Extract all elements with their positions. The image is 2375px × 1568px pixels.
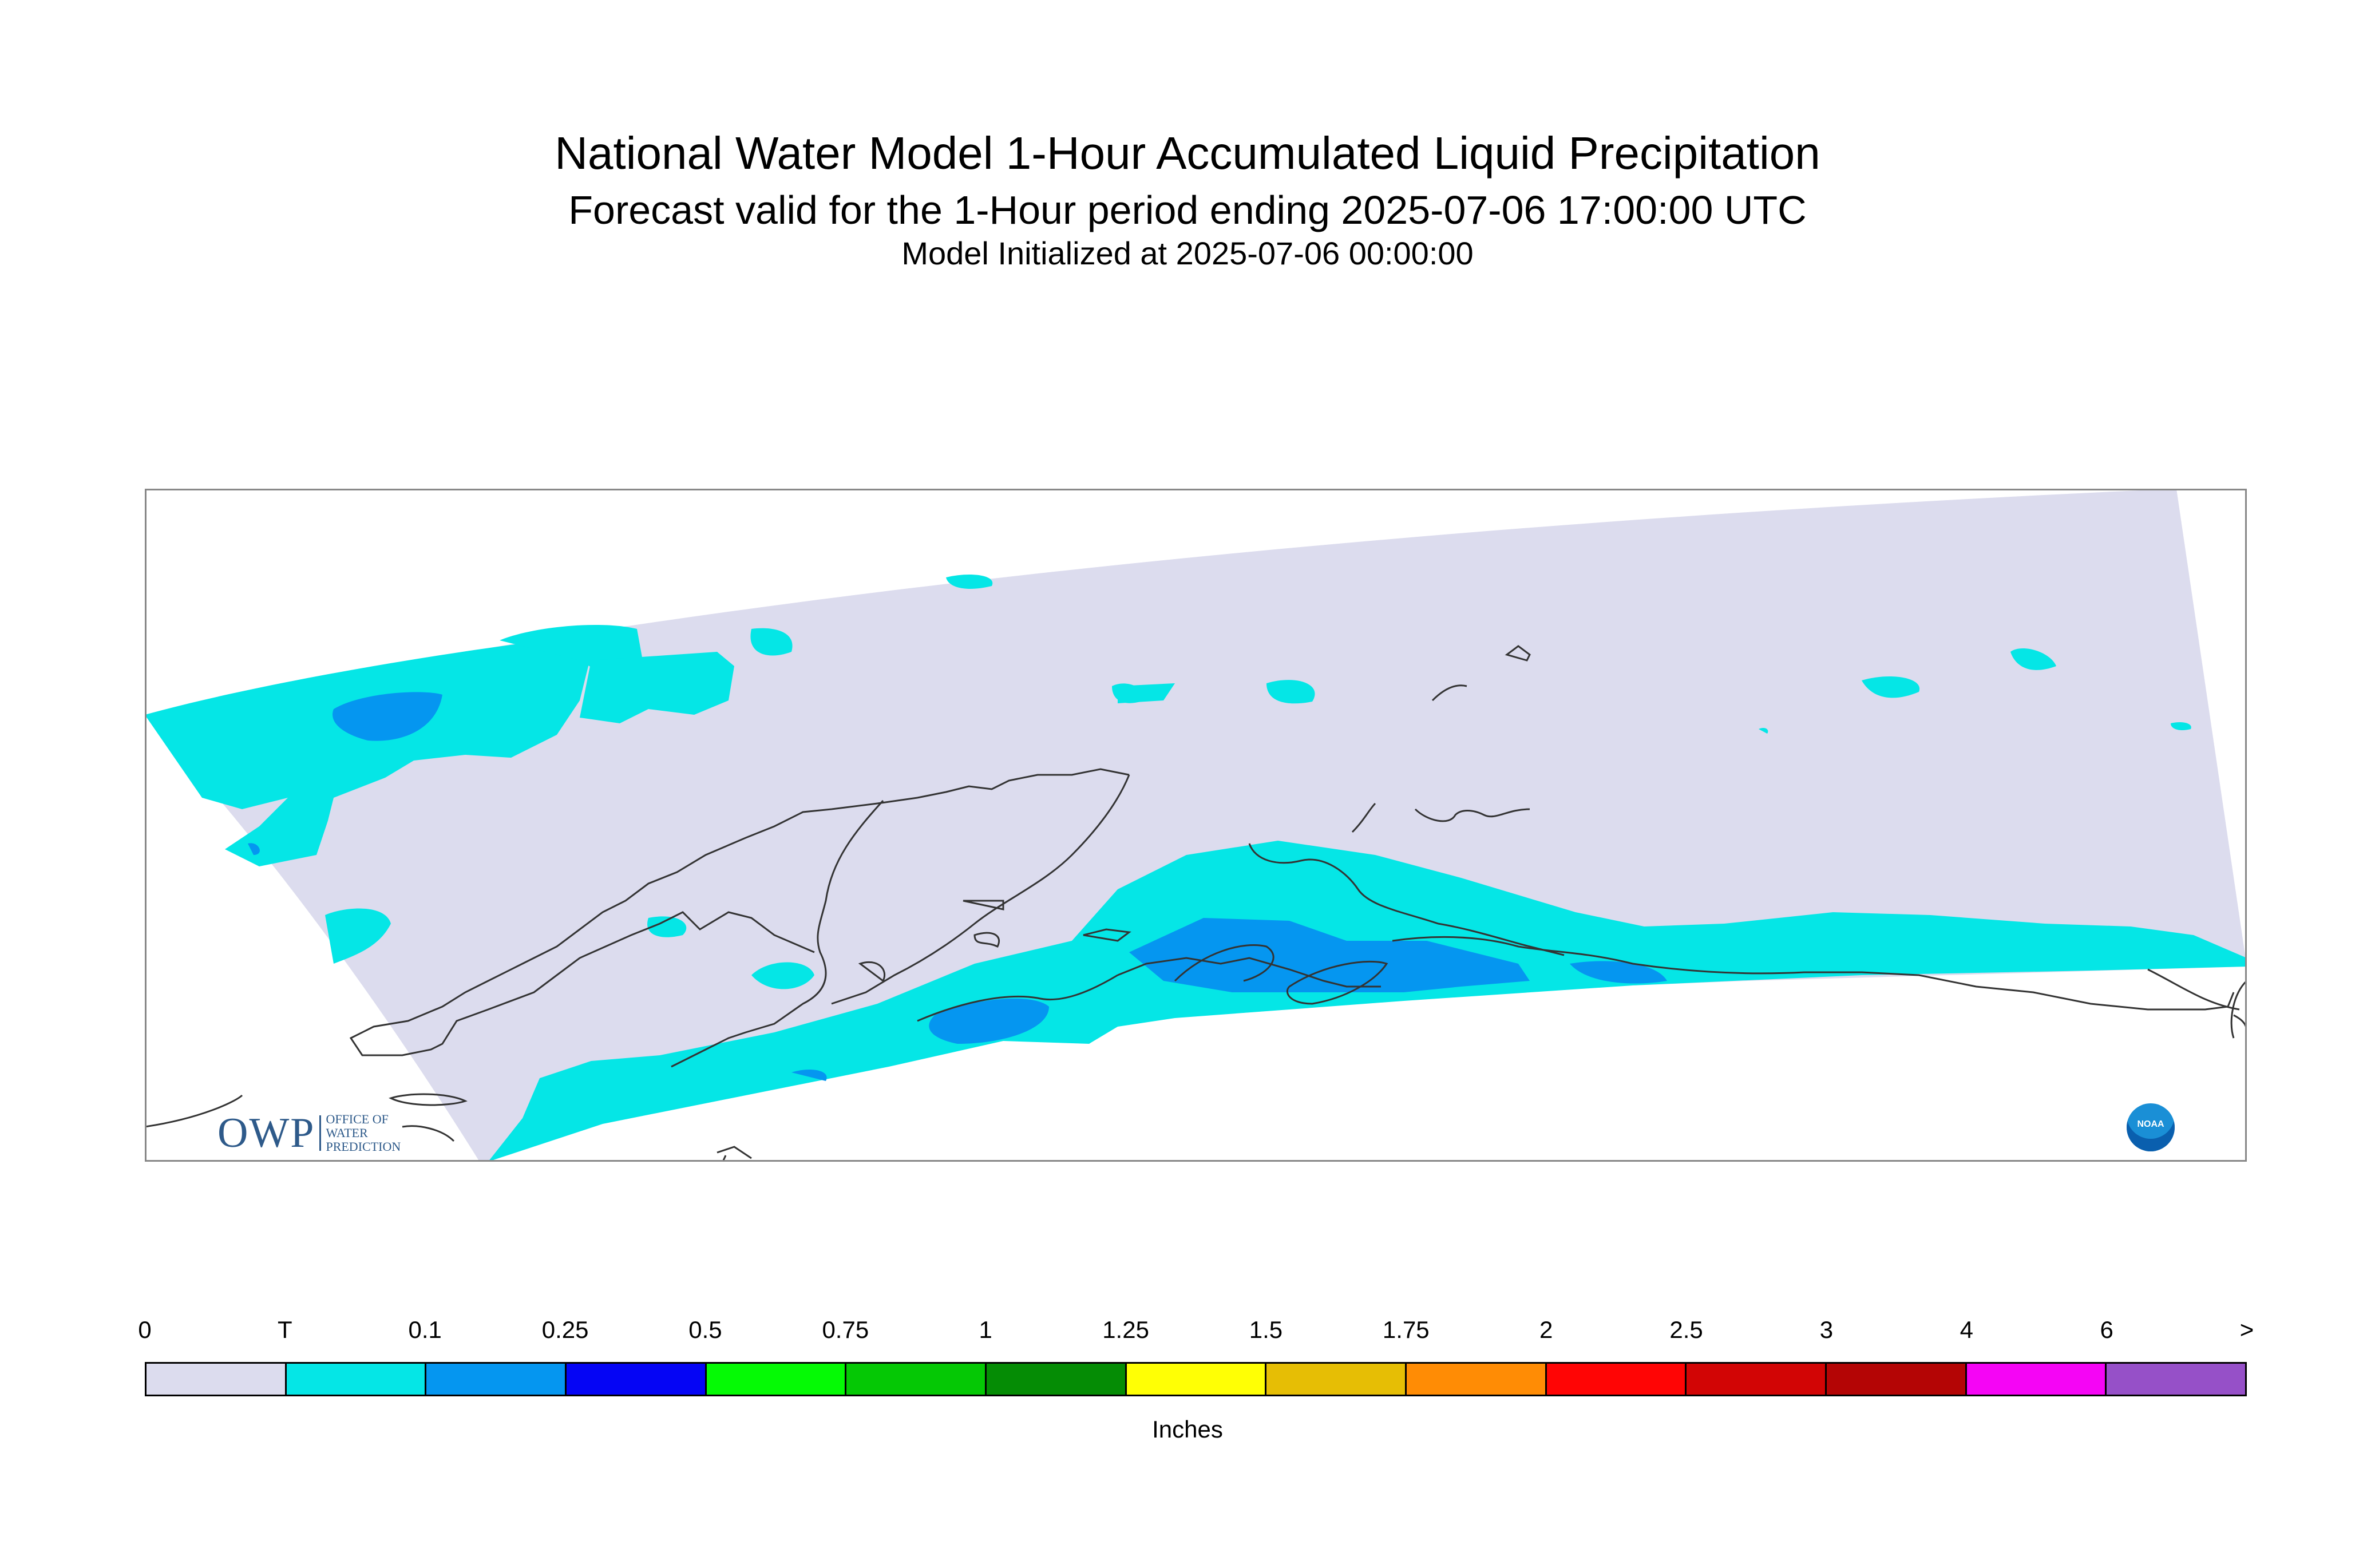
owp-logo-text: OFFICE OF WATER PREDICTION — [326, 1112, 401, 1154]
colorbar-tick-label: > — [2239, 1316, 2254, 1343]
colorbar-units-label: Inches — [1152, 1416, 1223, 1443]
coastline — [349, 768, 1130, 1056]
model-init-time: Model Initialized at 2025-07-06 00:00:00 — [901, 235, 1474, 271]
owp-logo: OWP OFFICE OF WATER PREDICTION — [217, 1109, 458, 1157]
colorbar-swatch — [1407, 1364, 1547, 1395]
colorbar-swatch — [567, 1364, 707, 1395]
map-frame — [145, 489, 2247, 1162]
colorbar-tick-label: 0.5 — [688, 1316, 722, 1343]
noaa-logo-text: NOAA — [2137, 1119, 2164, 1129]
trace-precip-region — [145, 640, 591, 866]
noaa-logo-icon: NOAA — [2127, 1103, 2175, 1151]
colorbar-swatch — [846, 1364, 987, 1395]
coastline-layer — [145, 645, 2247, 1162]
trace-precip-band — [488, 841, 2247, 1162]
colorbar-swatch — [426, 1364, 567, 1395]
colorbar-tick-label: 0 — [138, 1316, 152, 1343]
light-precip-region — [332, 692, 442, 741]
colorbar-tick-label: 2.5 — [1669, 1316, 1703, 1343]
colorbar-swatch — [286, 1364, 427, 1395]
colorbar-swatch — [706, 1364, 847, 1395]
map-subtitle: Forecast valid for the 1-Hour period end… — [568, 188, 1807, 232]
precipitation-map — [145, 489, 2247, 1162]
map-data-layer — [145, 489, 2247, 1162]
colorbar-bar — [145, 1362, 2247, 1396]
colorbar-tick-label: 1.75 — [1382, 1316, 1430, 1343]
colorbar-swatch — [2107, 1364, 2246, 1395]
colorbar-swatch — [1546, 1364, 1687, 1395]
colorbar-swatch — [1966, 1364, 2107, 1395]
colorbar-legend: 0 T 0.1 0.25 0.5 0.75 1 1.25 1.5 1.75 2 2.5 3 4 6 > — [138, 1316, 2254, 1408]
colorbar-swatch — [1126, 1364, 1267, 1395]
colorbar-tick-label: 6 — [2100, 1316, 2113, 1343]
colorbar-swatch — [1266, 1364, 1407, 1395]
colorbar-tick-label: 1 — [979, 1316, 992, 1343]
map-title: National Water Model 1-Hour Accumulated … — [555, 128, 1820, 179]
owp-logo-mark: OWP — [217, 1109, 315, 1157]
colorbar-swatch — [1827, 1364, 1967, 1395]
colorbar-tick-label: 4 — [1960, 1316, 1973, 1343]
colorbar-swatch — [987, 1364, 1127, 1395]
colorbar-tick-label: 0.75 — [822, 1316, 869, 1343]
owp-logo-divider — [319, 1115, 322, 1151]
colorbar-swatch — [147, 1364, 287, 1395]
colorbar-tick-label: T — [278, 1316, 292, 1343]
colorbar-tick-label: 1.5 — [1249, 1316, 1283, 1343]
colorbar-tick-label: 0.1 — [408, 1316, 442, 1343]
colorbar-swatch — [1687, 1364, 1827, 1395]
colorbar-tick-label: 1.25 — [1102, 1316, 1149, 1343]
colorbar-tick-label: 0.25 — [541, 1316, 589, 1343]
colorbar-tick-label: 2 — [1539, 1316, 1553, 1343]
colorbar-tick-label: 3 — [1819, 1316, 1834, 1343]
